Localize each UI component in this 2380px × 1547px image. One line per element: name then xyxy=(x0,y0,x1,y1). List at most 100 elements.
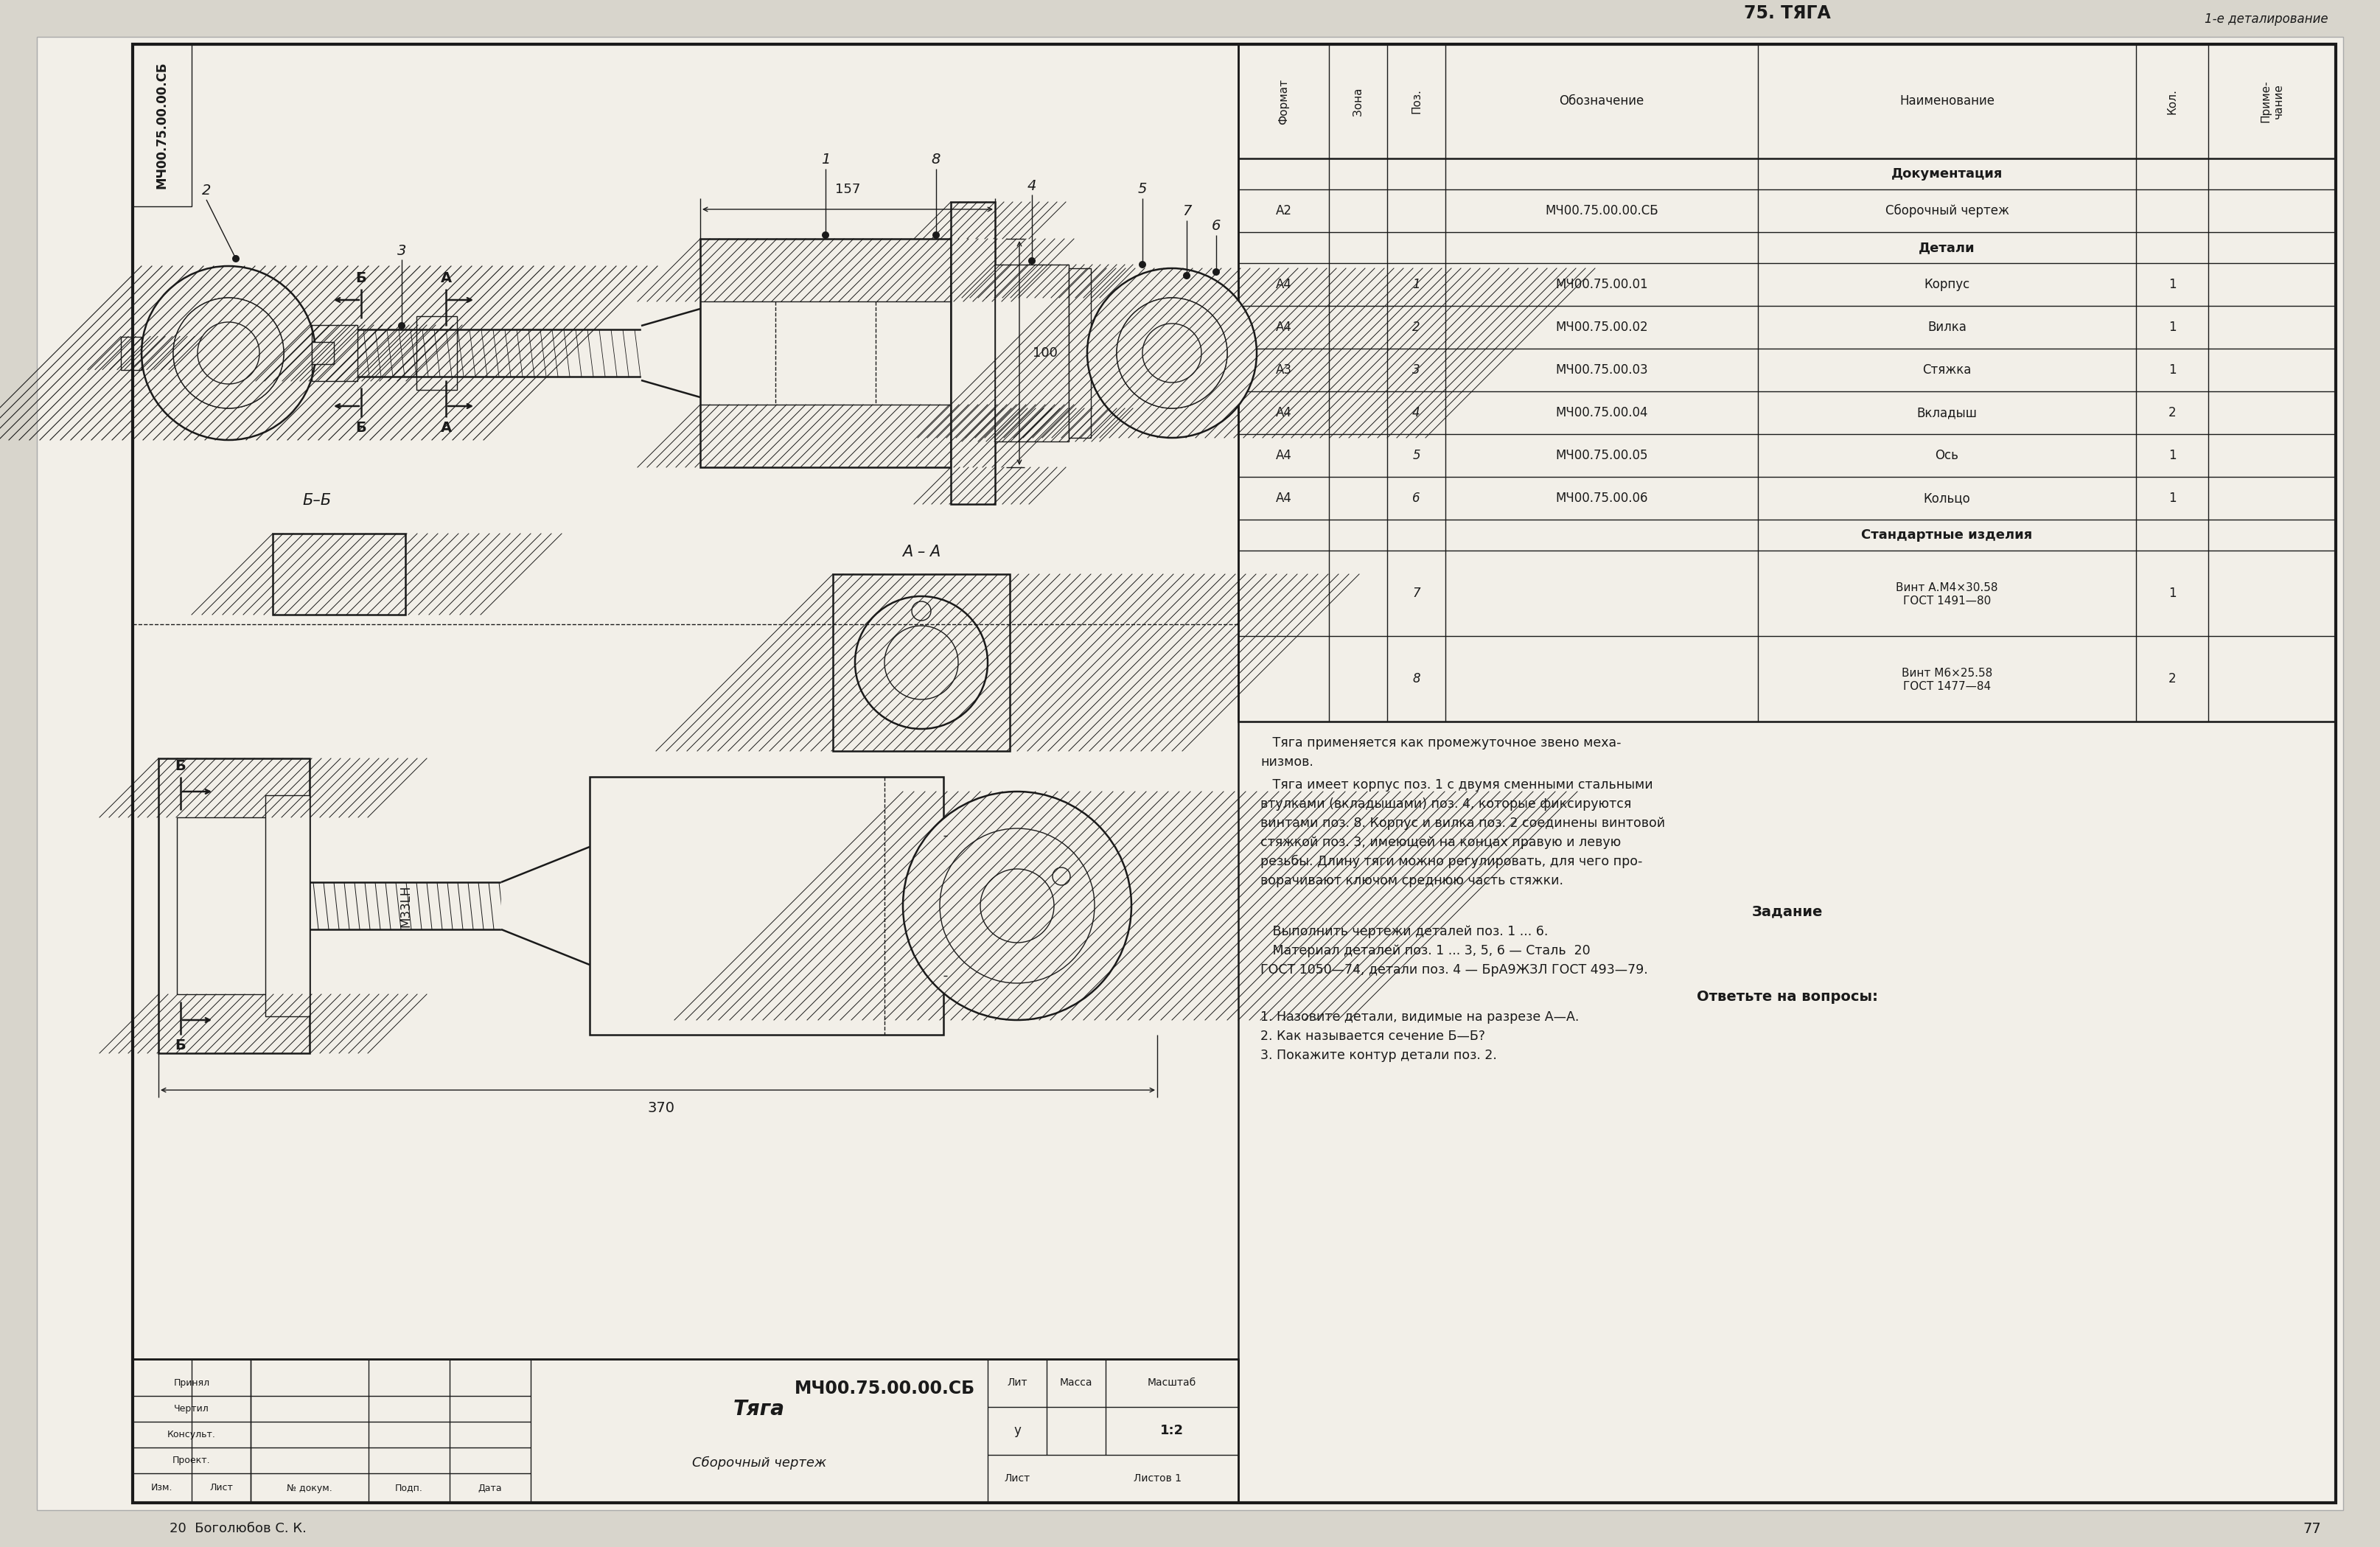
Bar xyxy=(902,792,1130,1019)
Text: 370: 370 xyxy=(647,1101,676,1115)
Text: А4: А4 xyxy=(1276,320,1292,334)
Text: 1. Назовите детали, видимые на разрезе А—А.: 1. Назовите детали, видимые на разрезе А… xyxy=(1261,1010,1578,1024)
Bar xyxy=(274,534,405,614)
Bar xyxy=(952,467,995,504)
Text: 1:2: 1:2 xyxy=(1159,1425,1183,1437)
Text: 1: 1 xyxy=(821,153,831,167)
Bar xyxy=(133,45,1238,1502)
Circle shape xyxy=(198,322,259,384)
Text: винтами поз. 8. Корпус и вилка поз. 2 соединены винтовой: винтами поз. 8. Корпус и вилка поз. 2 со… xyxy=(1261,817,1666,829)
Bar xyxy=(1238,45,2335,721)
Bar xyxy=(159,758,309,1054)
Text: А4: А4 xyxy=(1276,407,1292,419)
Text: А4: А4 xyxy=(1276,492,1292,504)
Circle shape xyxy=(1211,268,1221,275)
Bar xyxy=(416,316,457,390)
Text: Приме-
чание: Приме- чание xyxy=(2261,80,2285,122)
Text: 1: 1 xyxy=(2168,449,2175,463)
Text: Масштаб: Масштаб xyxy=(1147,1378,1197,1388)
Text: Б–Б: Б–Б xyxy=(302,493,331,507)
Circle shape xyxy=(397,322,405,330)
Bar xyxy=(121,336,140,370)
Text: Сборочный чертеж: Сборочный чертеж xyxy=(693,1456,826,1470)
Text: Консульт.: Консульт. xyxy=(167,1429,217,1439)
Text: МЧ00.75.00.00.СБ: МЧ00.75.00.00.СБ xyxy=(155,62,169,189)
Bar xyxy=(312,342,333,364)
Text: Стандартные изделия: Стандартные изделия xyxy=(1861,529,2033,541)
Bar xyxy=(590,777,942,1035)
Bar xyxy=(133,1360,1238,1502)
Text: 6: 6 xyxy=(1211,220,1221,234)
Text: Винт А.М4×30.58: Винт А.М4×30.58 xyxy=(1897,582,1999,593)
Text: Тяга имеет корпус поз. 1 с двумя сменными стальными: Тяга имеет корпус поз. 1 с двумя сменным… xyxy=(1261,778,1654,792)
Text: МЧ00.75.00.06: МЧ00.75.00.06 xyxy=(1557,492,1647,504)
Text: А: А xyxy=(440,421,452,435)
Bar xyxy=(312,325,357,381)
Text: Лист: Лист xyxy=(209,1484,233,1493)
Text: втулками (вкладышами) поз. 4, которые фиксируются: втулками (вкладышами) поз. 4, которые фи… xyxy=(1261,797,1630,811)
Text: Ответьте на вопросы:: Ответьте на вопросы: xyxy=(1697,990,1878,1004)
Text: Обозначение: Обозначение xyxy=(1559,94,1645,108)
Text: 1: 1 xyxy=(2168,586,2175,600)
Circle shape xyxy=(1088,268,1257,438)
Text: Вкладыш: Вкладыш xyxy=(1916,407,1978,419)
Text: МЧ00.75.00.05: МЧ00.75.00.05 xyxy=(1557,449,1647,463)
Text: 2: 2 xyxy=(202,184,212,198)
Text: 2. Как называется сечение Б—Б?: 2. Как называется сечение Б—Б? xyxy=(1261,1030,1485,1043)
Bar xyxy=(995,408,1069,441)
Bar xyxy=(159,758,309,817)
Text: Б: Б xyxy=(355,421,367,435)
Circle shape xyxy=(821,232,828,238)
Text: 1: 1 xyxy=(2168,278,2175,291)
Bar xyxy=(700,238,952,302)
Text: 6: 6 xyxy=(1411,492,1421,504)
Text: ворачивают ключом среднюю часть стяжки.: ворачивают ключом среднюю часть стяжки. xyxy=(1261,874,1564,888)
Text: Формат: Формат xyxy=(1278,79,1290,124)
Text: Выполнить чертежи деталей поз. 1 ... 6.: Выполнить чертежи деталей поз. 1 ... 6. xyxy=(1261,925,1547,937)
Circle shape xyxy=(1116,297,1228,408)
Text: Корпус: Корпус xyxy=(1923,278,1971,291)
Text: Дата: Дата xyxy=(478,1484,502,1493)
Text: 4: 4 xyxy=(1411,407,1421,419)
Text: А – А: А – А xyxy=(902,545,940,560)
Circle shape xyxy=(854,596,988,729)
Text: Винт М6×25.58: Винт М6×25.58 xyxy=(1902,667,1992,679)
Text: 1: 1 xyxy=(2168,320,2175,334)
Text: 1: 1 xyxy=(2168,364,2175,376)
Text: МЧ00.75.00.03: МЧ00.75.00.03 xyxy=(1557,364,1647,376)
Bar xyxy=(1088,268,1257,438)
Text: 1-е деталирование: 1-е деталирование xyxy=(2204,12,2328,26)
Text: 5: 5 xyxy=(1411,449,1421,463)
Text: Принял: Принял xyxy=(174,1378,209,1388)
Text: Кол.: Кол. xyxy=(2166,88,2178,114)
Text: 3: 3 xyxy=(1411,364,1421,376)
Text: Лист: Лист xyxy=(1004,1474,1031,1484)
Circle shape xyxy=(912,602,931,620)
Circle shape xyxy=(174,297,283,408)
Circle shape xyxy=(1028,257,1035,265)
Text: 4: 4 xyxy=(1028,179,1035,193)
Text: ГОСТ 1477—84: ГОСТ 1477—84 xyxy=(1904,681,1992,692)
Bar xyxy=(264,795,309,1016)
Bar xyxy=(700,238,952,467)
Text: Чертил: Чертил xyxy=(174,1405,209,1414)
Bar xyxy=(312,325,357,381)
Circle shape xyxy=(1183,272,1190,280)
Circle shape xyxy=(933,232,940,238)
Text: МЧ00.75.00.02: МЧ00.75.00.02 xyxy=(1557,320,1647,334)
Text: 1: 1 xyxy=(1411,278,1421,291)
Text: 20  Боголюбов С. К.: 20 Боголюбов С. К. xyxy=(169,1522,307,1535)
Bar xyxy=(995,265,1069,297)
Bar xyxy=(952,203,995,504)
Text: Вилка: Вилка xyxy=(1928,320,1966,334)
Text: 2: 2 xyxy=(2168,407,2175,419)
Text: стяжкой поз. 3, имеющей на концах правую и левую: стяжкой поз. 3, имеющей на концах правую… xyxy=(1261,835,1621,849)
Circle shape xyxy=(1138,261,1147,268)
Text: Задание: Задание xyxy=(1752,905,1823,919)
Text: Стяжка: Стяжка xyxy=(1923,364,1971,376)
Text: Поз.: Поз. xyxy=(1411,88,1421,114)
Text: Масса: Масса xyxy=(1059,1378,1092,1388)
Text: у: у xyxy=(1014,1425,1021,1437)
Text: Зона: Зона xyxy=(1352,87,1364,116)
Text: 3. Покажите контур детали поз. 2.: 3. Покажите контур детали поз. 2. xyxy=(1261,1049,1497,1063)
